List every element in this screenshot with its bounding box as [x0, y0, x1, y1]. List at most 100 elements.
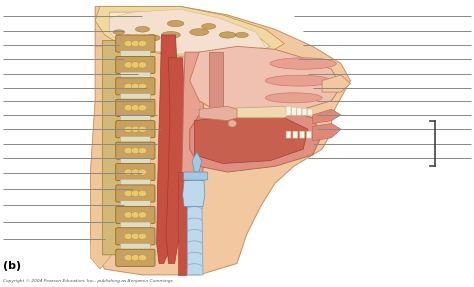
Polygon shape [322, 75, 350, 92]
FancyBboxPatch shape [120, 51, 151, 57]
Ellipse shape [131, 190, 140, 197]
Polygon shape [199, 106, 237, 121]
FancyBboxPatch shape [292, 107, 296, 115]
Ellipse shape [138, 233, 147, 239]
Ellipse shape [235, 32, 248, 38]
Ellipse shape [124, 83, 133, 90]
Polygon shape [156, 35, 178, 263]
Ellipse shape [138, 62, 147, 68]
Polygon shape [91, 46, 128, 269]
Polygon shape [109, 9, 265, 55]
FancyBboxPatch shape [120, 179, 151, 185]
FancyBboxPatch shape [116, 228, 155, 245]
Polygon shape [192, 152, 201, 172]
Ellipse shape [131, 169, 140, 175]
Ellipse shape [138, 148, 147, 154]
Polygon shape [102, 41, 124, 255]
Text: Copyright © 2004 Pearson Education, Inc., publishing as Benjamin Cummings: Copyright © 2004 Pearson Education, Inc.… [3, 280, 173, 284]
Ellipse shape [167, 20, 184, 27]
Ellipse shape [138, 212, 147, 218]
Ellipse shape [131, 40, 140, 47]
Polygon shape [95, 6, 284, 58]
FancyBboxPatch shape [302, 108, 307, 115]
Ellipse shape [136, 26, 150, 32]
Ellipse shape [124, 40, 133, 47]
Ellipse shape [138, 126, 147, 132]
Ellipse shape [138, 169, 147, 175]
FancyBboxPatch shape [307, 131, 311, 138]
FancyBboxPatch shape [116, 99, 155, 116]
Ellipse shape [131, 148, 140, 154]
Ellipse shape [265, 75, 331, 86]
FancyBboxPatch shape [120, 72, 151, 78]
Ellipse shape [121, 35, 136, 41]
Ellipse shape [124, 169, 133, 175]
Ellipse shape [219, 32, 236, 38]
Ellipse shape [190, 29, 209, 36]
FancyBboxPatch shape [116, 185, 155, 202]
Polygon shape [187, 178, 203, 275]
Ellipse shape [138, 190, 147, 197]
FancyBboxPatch shape [308, 109, 312, 115]
Ellipse shape [131, 83, 140, 90]
Polygon shape [194, 115, 308, 164]
Polygon shape [182, 181, 205, 206]
Polygon shape [209, 52, 223, 109]
FancyBboxPatch shape [116, 164, 155, 181]
Ellipse shape [124, 148, 133, 154]
FancyBboxPatch shape [116, 121, 155, 138]
Ellipse shape [124, 126, 133, 132]
FancyBboxPatch shape [286, 107, 291, 115]
Ellipse shape [131, 255, 140, 261]
Ellipse shape [124, 255, 133, 261]
FancyBboxPatch shape [120, 136, 151, 143]
Polygon shape [166, 58, 185, 263]
Ellipse shape [113, 30, 125, 34]
Ellipse shape [228, 120, 237, 127]
Ellipse shape [131, 62, 140, 68]
Polygon shape [109, 12, 270, 55]
Ellipse shape [131, 105, 140, 111]
Ellipse shape [270, 58, 336, 69]
FancyBboxPatch shape [120, 158, 151, 164]
Ellipse shape [265, 93, 322, 103]
FancyBboxPatch shape [120, 94, 151, 100]
Polygon shape [190, 109, 322, 172]
Ellipse shape [131, 233, 140, 239]
FancyBboxPatch shape [116, 78, 155, 95]
Ellipse shape [138, 255, 147, 261]
FancyBboxPatch shape [116, 249, 155, 266]
Ellipse shape [124, 62, 133, 68]
FancyBboxPatch shape [183, 172, 208, 180]
FancyBboxPatch shape [293, 131, 298, 138]
Ellipse shape [124, 105, 133, 111]
Polygon shape [313, 109, 341, 123]
Ellipse shape [144, 35, 160, 41]
FancyBboxPatch shape [116, 35, 155, 52]
Ellipse shape [161, 32, 180, 38]
FancyBboxPatch shape [116, 56, 155, 73]
Ellipse shape [138, 40, 147, 47]
Ellipse shape [124, 233, 133, 239]
Polygon shape [199, 106, 294, 118]
Ellipse shape [124, 212, 133, 218]
Polygon shape [190, 46, 341, 115]
FancyBboxPatch shape [300, 131, 304, 138]
FancyBboxPatch shape [120, 115, 151, 121]
Polygon shape [91, 6, 350, 275]
Text: (b): (b) [3, 261, 21, 271]
FancyBboxPatch shape [120, 243, 151, 250]
Polygon shape [178, 172, 186, 275]
Ellipse shape [138, 105, 147, 111]
Polygon shape [313, 123, 341, 141]
Ellipse shape [201, 24, 216, 29]
FancyBboxPatch shape [297, 108, 301, 115]
FancyBboxPatch shape [286, 131, 291, 138]
FancyBboxPatch shape [120, 222, 151, 228]
Ellipse shape [131, 126, 140, 132]
Ellipse shape [124, 190, 133, 197]
FancyBboxPatch shape [120, 201, 151, 207]
Ellipse shape [131, 212, 140, 218]
FancyBboxPatch shape [116, 142, 155, 159]
Ellipse shape [138, 83, 147, 90]
